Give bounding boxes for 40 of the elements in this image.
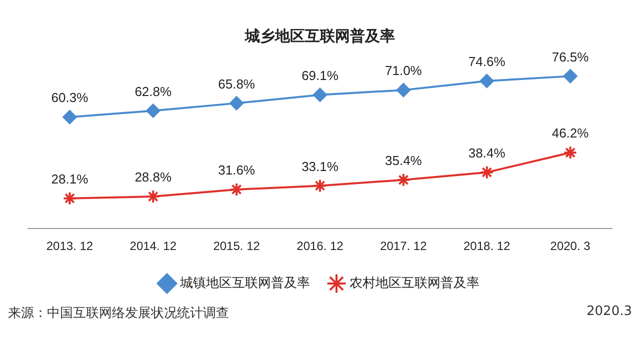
data-label: 46.2%: [552, 126, 590, 141]
point: [480, 165, 494, 180]
legend-label: 农村地区互联网普及率: [350, 274, 480, 291]
point: [146, 104, 160, 118]
x-tick-label: 2020. 3: [550, 239, 591, 254]
x-tick-label: 2018. 12: [464, 239, 511, 254]
data-label: 31.6%: [218, 162, 256, 178]
point: [62, 191, 77, 206]
data-label: 76.5%: [552, 49, 590, 64]
point: [313, 88, 327, 102]
data-label: 74.6%: [468, 54, 506, 70]
x-tick-label: 2014. 12: [130, 239, 177, 254]
data-label: 38.4%: [468, 145, 506, 160]
x-tick-label: 2013. 12: [46, 239, 94, 254]
point: [396, 172, 410, 187]
source-note: 来源：中国互联网络发展状况统计调查: [8, 305, 229, 322]
data-label: 60.3%: [51, 90, 89, 106]
point: [563, 69, 578, 84]
point: [480, 74, 494, 88]
legend-label: 城镇地区互联网普及率: [179, 274, 310, 291]
x-tick-label: 2015. 12: [213, 239, 260, 254]
point: [563, 146, 578, 160]
point: [146, 190, 160, 204]
data-label: 35.4%: [384, 152, 422, 168]
chart-title: 城乡地区互联网普及率: [244, 26, 395, 45]
data-label: 33.1%: [302, 158, 339, 174]
data-label: 62.8%: [134, 84, 172, 99]
data-label: 28.1%: [51, 171, 89, 186]
data-label: 71.0%: [384, 63, 422, 78]
point: [230, 96, 244, 110]
x-tick-label: 2016. 12: [296, 239, 344, 254]
point: [230, 182, 244, 196]
data-label: 28.8%: [134, 170, 172, 185]
data-label: 69.1%: [302, 68, 339, 83]
x-tick-label: 2017. 12: [380, 239, 428, 254]
point: [396, 83, 410, 98]
text: 2020.3: [586, 304, 632, 321]
data-label: 65.8%: [218, 76, 256, 92]
point: [62, 110, 77, 124]
point: [313, 178, 327, 193]
